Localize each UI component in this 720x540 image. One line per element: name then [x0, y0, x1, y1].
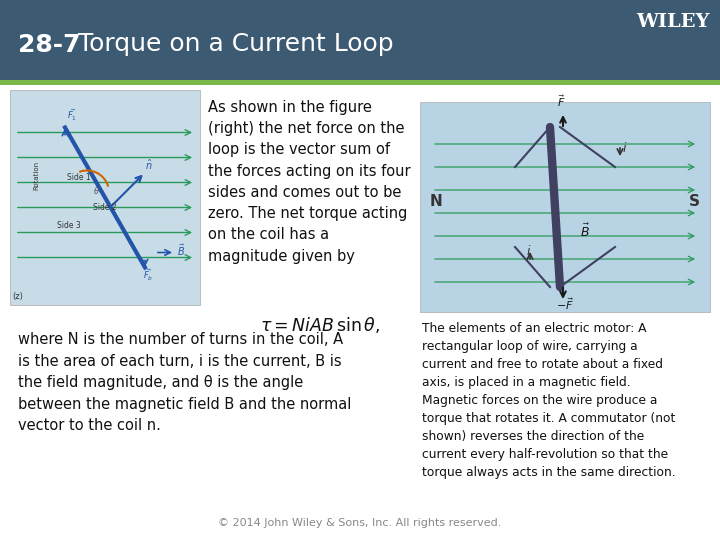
Text: Side 2: Side 2: [93, 202, 117, 212]
Bar: [0, 0, 720, 80]
Text: © 2014 John Wiley & Sons, Inc. All rights reserved.: © 2014 John Wiley & Sons, Inc. All right…: [218, 518, 502, 528]
Text: i: i: [623, 142, 626, 155]
Text: N: N: [430, 194, 443, 210]
Text: (z): (z): [12, 292, 23, 301]
Text: $\vec{B}$: $\vec{B}$: [177, 242, 185, 258]
Text: $\tau = NiAB\,\sin\theta,$: $\tau = NiAB\,\sin\theta,$: [260, 315, 380, 335]
Text: Side 1: Side 1: [67, 172, 91, 181]
FancyBboxPatch shape: [10, 90, 200, 305]
FancyBboxPatch shape: [420, 102, 710, 312]
Text: $-\vec{F}$: $-\vec{F}$: [556, 296, 574, 312]
Text: Torque on a Current Loop: Torque on a Current Loop: [70, 32, 394, 57]
Text: As shown in the figure
(right) the net force on the
loop is the vector sum of
th: As shown in the figure (right) the net f…: [208, 100, 410, 264]
Text: S: S: [689, 194, 700, 210]
Text: $\theta$: $\theta$: [93, 185, 100, 195]
Text: $\vec{F_b}$: $\vec{F_b}$: [143, 268, 153, 283]
Text: i: i: [527, 245, 531, 258]
Text: $\vec{B}$: $\vec{B}$: [580, 222, 590, 240]
Text: WILEY: WILEY: [636, 13, 710, 31]
Bar: [0, 80, 720, 85]
Text: $\vec{F}$: $\vec{F}$: [557, 93, 565, 109]
Text: $\hat{n}$: $\hat{n}$: [145, 157, 153, 172]
Text: $\vec{F_1}$: $\vec{F_1}$: [67, 107, 77, 123]
Text: Side 3: Side 3: [57, 220, 81, 230]
Text: Rotation: Rotation: [33, 161, 39, 191]
Text: 28-7: 28-7: [18, 32, 81, 57]
Text: where N is the number of turns in the coil, A
is the area of each turn, i is the: where N is the number of turns in the co…: [18, 332, 351, 434]
Text: The elements of an electric motor: A
rectangular loop of wire, carrying a
curren: The elements of an electric motor: A rec…: [422, 322, 675, 479]
